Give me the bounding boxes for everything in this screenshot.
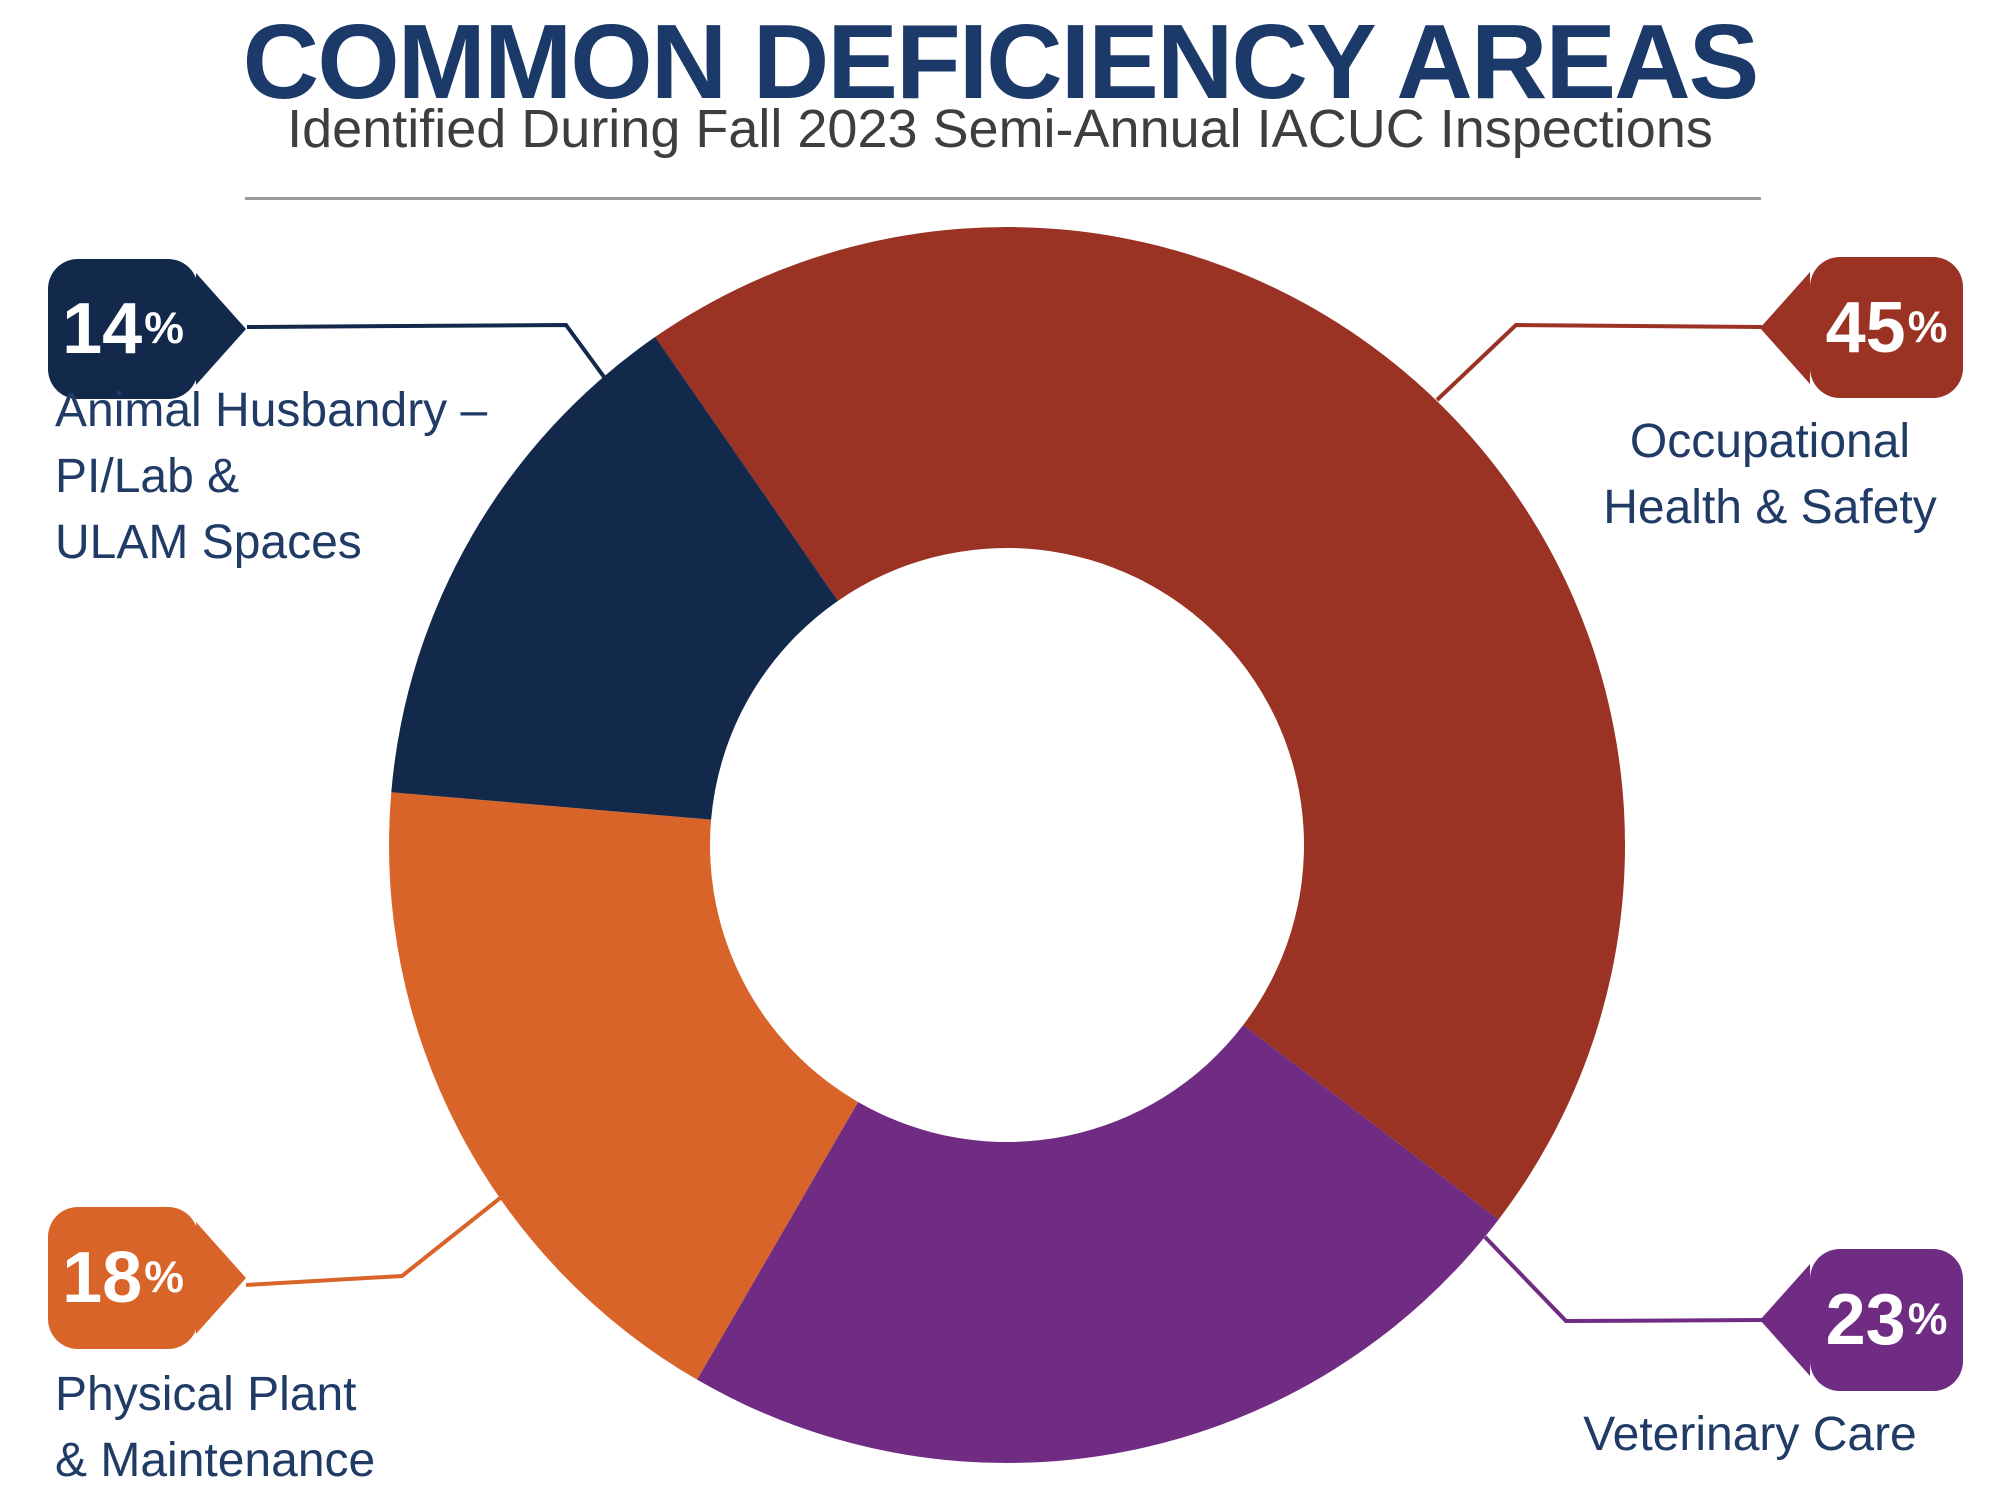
donut-segment-animal-husbandry-pi-lab-ulam-spaces (391, 336, 838, 820)
callout-connector-physical-plant-maintenance (245, 1193, 506, 1287)
donut-segment-physical-plant-maintenance (389, 792, 859, 1380)
callout-connector-veterinary-care (1483, 1235, 1765, 1324)
percent-sign: % (144, 1253, 184, 1302)
percent-sign: % (1907, 302, 1948, 352)
callout-badge: 18% (48, 1207, 198, 1349)
percent-sign: % (144, 304, 184, 353)
segment-label: Physical Plant & Maintenance (55, 1368, 376, 1487)
callout-value: 45 (1825, 287, 1906, 368)
percent-sign: % (1907, 1295, 1948, 1344)
donut-segment-veterinary-care (697, 1024, 1499, 1463)
segment-label: Veterinary Care (1583, 1408, 1917, 1461)
callout-value: 18 (62, 1238, 143, 1318)
callout-value: 14 (62, 289, 143, 369)
divider-rule (245, 197, 1761, 200)
chart-title: COMMON DEFICIENCY AREAS (242, 3, 1760, 121)
donut-segment-occupational-health-safety (655, 226, 1625, 1220)
callout-badge: 14% (48, 259, 198, 399)
segment-label: Animal Husbandry – PI/Lab & ULAM Spaces (55, 384, 488, 569)
callout-connector-animal-husbandry-pi-lab-ulam-spaces (246, 322, 620, 398)
segment-label: Occupational Health & Safety (1603, 415, 1937, 534)
chart-subtitle: Identified During Fall 2023 Semi-Annual … (287, 99, 1713, 159)
callout-badge: 23% (1810, 1249, 1963, 1391)
callout-value: 23 (1825, 1280, 1906, 1360)
callout-connector-occupational-health-safety (1435, 322, 1763, 402)
callout-badge: 45% (1810, 257, 1963, 398)
